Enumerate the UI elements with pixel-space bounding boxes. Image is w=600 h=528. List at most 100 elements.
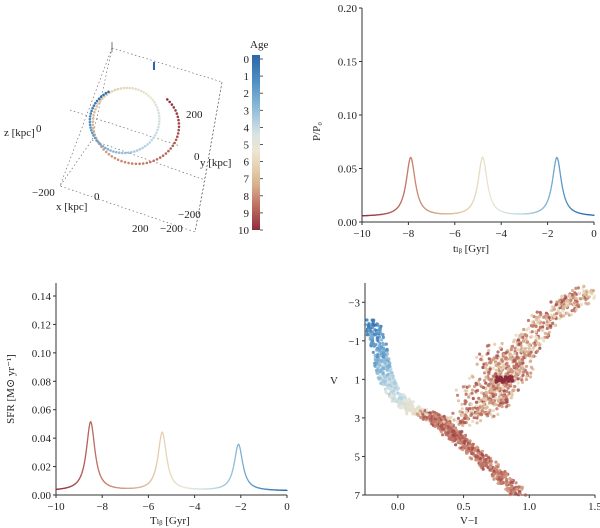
orbit-point <box>158 117 161 120</box>
orbit-point <box>120 159 123 163</box>
orbit-point <box>104 150 108 154</box>
star-point <box>549 309 553 313</box>
series-segment <box>95 457 98 463</box>
star-point <box>587 295 591 299</box>
star-point <box>458 410 462 414</box>
star-point <box>390 399 394 403</box>
star-point <box>393 379 397 383</box>
series-segment <box>240 451 243 458</box>
star-point <box>523 353 527 357</box>
star-point <box>471 446 475 450</box>
star-point <box>475 458 479 462</box>
star-point <box>470 391 474 395</box>
star-point <box>557 304 561 308</box>
star-point <box>582 284 586 288</box>
star-point <box>491 357 495 361</box>
orbit-point <box>155 106 159 109</box>
star-point <box>545 326 549 331</box>
star-point <box>524 337 528 341</box>
series-segment <box>560 181 563 188</box>
star-point <box>492 390 496 394</box>
orbit-point <box>138 162 141 166</box>
star-point <box>484 387 488 391</box>
orbit-point <box>125 86 128 90</box>
colorbar-tick-label: 2 <box>244 88 250 100</box>
orbit-point <box>176 132 180 135</box>
star-point <box>478 462 482 466</box>
orbit-point <box>130 151 133 154</box>
orbit-point <box>97 97 101 100</box>
star-point <box>470 452 474 456</box>
star-point <box>572 301 577 305</box>
star-point <box>504 405 508 409</box>
orbit-point <box>102 148 105 151</box>
star-point <box>475 421 479 425</box>
star-point <box>471 442 475 446</box>
star-point <box>495 468 499 472</box>
star-point <box>460 435 464 439</box>
star-point <box>540 336 544 340</box>
star-point <box>511 388 515 392</box>
star-point <box>411 405 415 409</box>
series-segment <box>478 165 481 173</box>
orbit-point <box>116 87 119 91</box>
star-point <box>554 303 558 307</box>
star-point <box>365 333 369 337</box>
orbit-point <box>93 136 97 140</box>
red-clump-point <box>503 376 507 380</box>
series-segment <box>163 441 166 449</box>
star-point <box>483 366 487 370</box>
star-point <box>555 312 559 316</box>
red-clump-point <box>507 376 511 381</box>
orbit-point <box>113 156 117 160</box>
star-point <box>472 384 477 388</box>
star-point <box>516 338 520 342</box>
star-point <box>411 400 415 404</box>
star-point <box>416 406 420 410</box>
star-point <box>518 358 522 362</box>
orbit-point <box>98 99 102 103</box>
star-point <box>500 480 504 484</box>
star-point <box>576 303 580 307</box>
star-point <box>565 311 570 315</box>
orbit-point <box>88 115 92 118</box>
orbit-point <box>90 129 93 132</box>
orbit-point <box>157 111 160 115</box>
orbit-point <box>127 151 130 154</box>
star-point <box>529 365 534 369</box>
star-point <box>542 321 546 325</box>
star-point <box>505 361 509 365</box>
y-tick-label: −3 <box>348 297 360 309</box>
star-point <box>464 400 468 404</box>
y-tick-label: 0.08 <box>32 376 52 388</box>
star-point <box>462 445 466 449</box>
star-point <box>422 415 426 419</box>
series-segment <box>553 161 556 167</box>
star-point <box>491 409 495 413</box>
star-point <box>529 324 534 328</box>
series-segment <box>404 181 407 188</box>
orbit-point <box>130 162 134 165</box>
star-point <box>497 362 501 366</box>
star-point <box>370 335 374 339</box>
star-point <box>372 323 376 327</box>
star-point <box>484 464 489 468</box>
orbit-point <box>155 131 158 134</box>
orbit-point <box>176 135 179 138</box>
star-point <box>538 325 543 329</box>
y-tick-label: 0.04 <box>32 433 52 445</box>
star-point <box>547 316 551 320</box>
y-axis-label: V <box>330 375 338 387</box>
orbit-point <box>95 139 98 142</box>
star-point <box>405 412 409 416</box>
series-segment <box>560 176 563 183</box>
series-segment <box>164 446 167 454</box>
star-point <box>400 401 404 405</box>
star-point <box>581 296 585 300</box>
star-point <box>509 382 513 386</box>
star-point <box>509 485 514 489</box>
star-point <box>530 335 534 339</box>
orbit-point <box>171 144 175 148</box>
star-point <box>439 430 443 434</box>
star-point <box>553 314 557 319</box>
